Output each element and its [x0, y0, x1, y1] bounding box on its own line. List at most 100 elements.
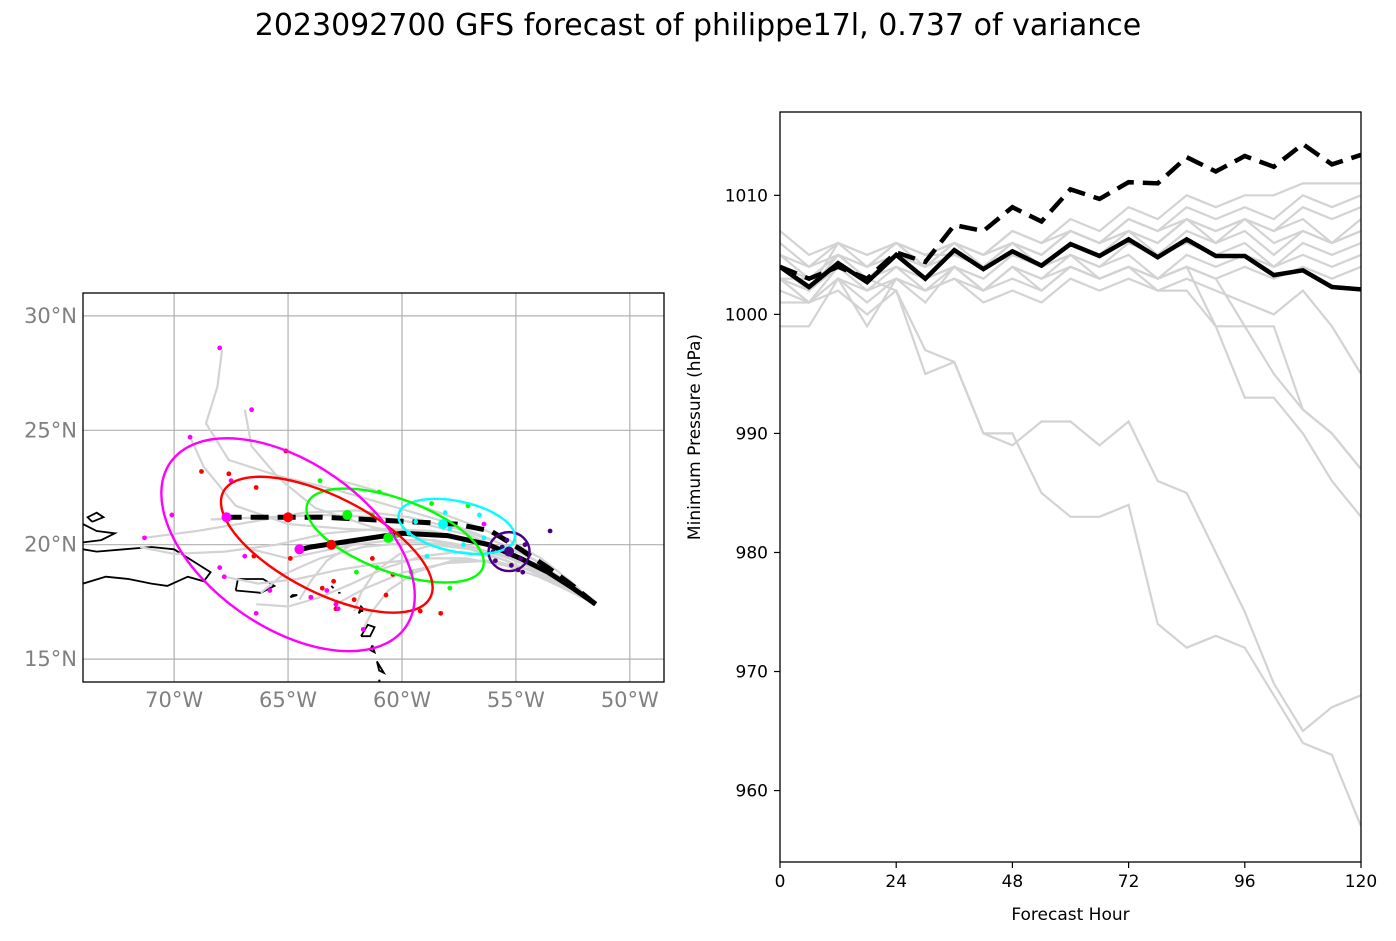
map-frame	[82, 292, 665, 683]
member-position-dot	[504, 537, 510, 543]
member-position-dot	[383, 592, 389, 598]
pressure-xtick-label: 24	[885, 872, 907, 892]
member-position-dot	[438, 610, 444, 616]
member-position-dot	[508, 562, 514, 568]
coastline	[289, 594, 298, 599]
map-ytick-label: 30°N	[24, 304, 77, 328]
ensemble-pressure-line	[780, 265, 1361, 518]
pressure-ytick-label: 970	[736, 663, 768, 683]
forecast-position-marker	[326, 539, 337, 550]
member-position-dot	[253, 610, 259, 616]
member-position-dot	[481, 535, 487, 541]
member-position-dot	[522, 542, 528, 548]
member-position-dot	[492, 558, 498, 564]
coastline	[86, 511, 106, 523]
member-position-dot	[461, 542, 466, 548]
member-position-dot	[413, 519, 419, 525]
map-xtick-label: 70°W	[145, 688, 203, 712]
coastline	[83, 546, 212, 587]
member-position-dot	[369, 556, 375, 561]
member-position-dot	[429, 501, 434, 506]
pressure-ytick-label: 1000	[725, 305, 768, 325]
member-position-dot	[308, 594, 314, 600]
chart-title: 2023092700 GFS forecast of philippe17l, …	[254, 8, 1142, 43]
map-xtick-label: 50°W	[601, 688, 659, 712]
uncertainty-ellipse	[305, 487, 486, 584]
member-position-dot	[424, 553, 430, 559]
ensemble-track	[251, 539, 597, 606]
map-xtick-label: 65°W	[259, 688, 317, 712]
member-position-dot	[249, 407, 255, 413]
map-ytick-label: 15°N	[24, 647, 77, 671]
ensemble-pressure-line	[780, 277, 1361, 733]
ensemble-track	[353, 543, 597, 612]
member-position-dot	[447, 585, 453, 591]
pressure-xtick-label: 0	[775, 872, 786, 892]
pressure-xtick-label: 96	[1234, 872, 1256, 892]
uncertainty-ellipse	[160, 437, 416, 653]
member-position-dot	[333, 601, 339, 607]
member-position-dot	[287, 556, 293, 561]
member-position-dot	[547, 528, 553, 534]
member-position-dot	[226, 471, 232, 477]
member-position-dot	[253, 485, 259, 490]
pressure-ytick-label: 980	[736, 543, 768, 563]
member-position-dot	[417, 608, 423, 614]
forecast-position-marker	[383, 532, 394, 543]
pressure-xtick-label: 48	[1002, 872, 1024, 892]
map-xtick-label: 60°W	[373, 688, 431, 712]
member-position-dot	[520, 569, 526, 575]
forecast-position-marker	[283, 512, 294, 523]
ensemble-track	[224, 557, 597, 606]
member-position-dot	[317, 478, 323, 484]
ensemble-pressure-line	[780, 230, 1361, 375]
pressure-ytick-label: 960	[736, 782, 768, 802]
ensemble-pressure-line	[780, 265, 1361, 470]
ensemble-pressure-line	[780, 253, 1361, 470]
coastline	[330, 585, 335, 589]
forecast-position-marker	[504, 546, 515, 557]
member-position-dot	[442, 510, 448, 516]
forecast-position-marker	[221, 512, 232, 523]
mean-pressure-line	[780, 236, 1361, 292]
member-position-dot	[199, 469, 204, 474]
forecast-position-marker	[342, 509, 353, 520]
pressure-ylabel: Minimum Pressure (hPa)	[685, 334, 705, 540]
pressure-xlabel: Forecast Hour	[1011, 905, 1129, 925]
member-position-dot	[518, 556, 523, 561]
member-position-dot	[499, 544, 505, 550]
uncertainty-ellipse	[487, 530, 531, 573]
pressure-frame	[779, 111, 1362, 863]
map-plot-area	[83, 293, 664, 682]
coastline	[376, 660, 387, 675]
pressure-plot-area	[780, 141, 1361, 827]
deterministic-pressure-line	[780, 141, 1361, 282]
forecast-position-marker	[294, 544, 305, 555]
member-position-dot	[217, 565, 223, 570]
pressure-xtick-label: 120	[1345, 872, 1377, 892]
forecast-position-marker	[437, 519, 448, 530]
member-position-dot	[335, 606, 341, 612]
coastline	[360, 623, 376, 638]
member-position-dot	[477, 512, 482, 518]
member-position-dot	[319, 585, 325, 591]
member-position-dot	[360, 626, 366, 632]
member-position-dot	[447, 526, 453, 532]
pressure-ytick-label: 1010	[725, 186, 768, 206]
member-position-dot	[354, 569, 359, 575]
member-position-dot	[481, 521, 487, 527]
ensemble-pressure-line	[780, 265, 1361, 827]
member-position-dot	[187, 434, 193, 440]
map-ytick-label: 25°N	[24, 418, 77, 442]
member-position-dot	[324, 588, 330, 593]
pressure-ytick-label: 990	[736, 424, 768, 444]
member-position-dot	[221, 574, 227, 580]
coastline	[83, 523, 118, 544]
member-position-dot	[242, 553, 248, 559]
member-position-dot	[217, 345, 223, 351]
pressure-xtick-label: 72	[1118, 872, 1140, 892]
uncertainty-ellipse	[397, 497, 517, 556]
map-xtick-label: 55°W	[487, 688, 545, 712]
